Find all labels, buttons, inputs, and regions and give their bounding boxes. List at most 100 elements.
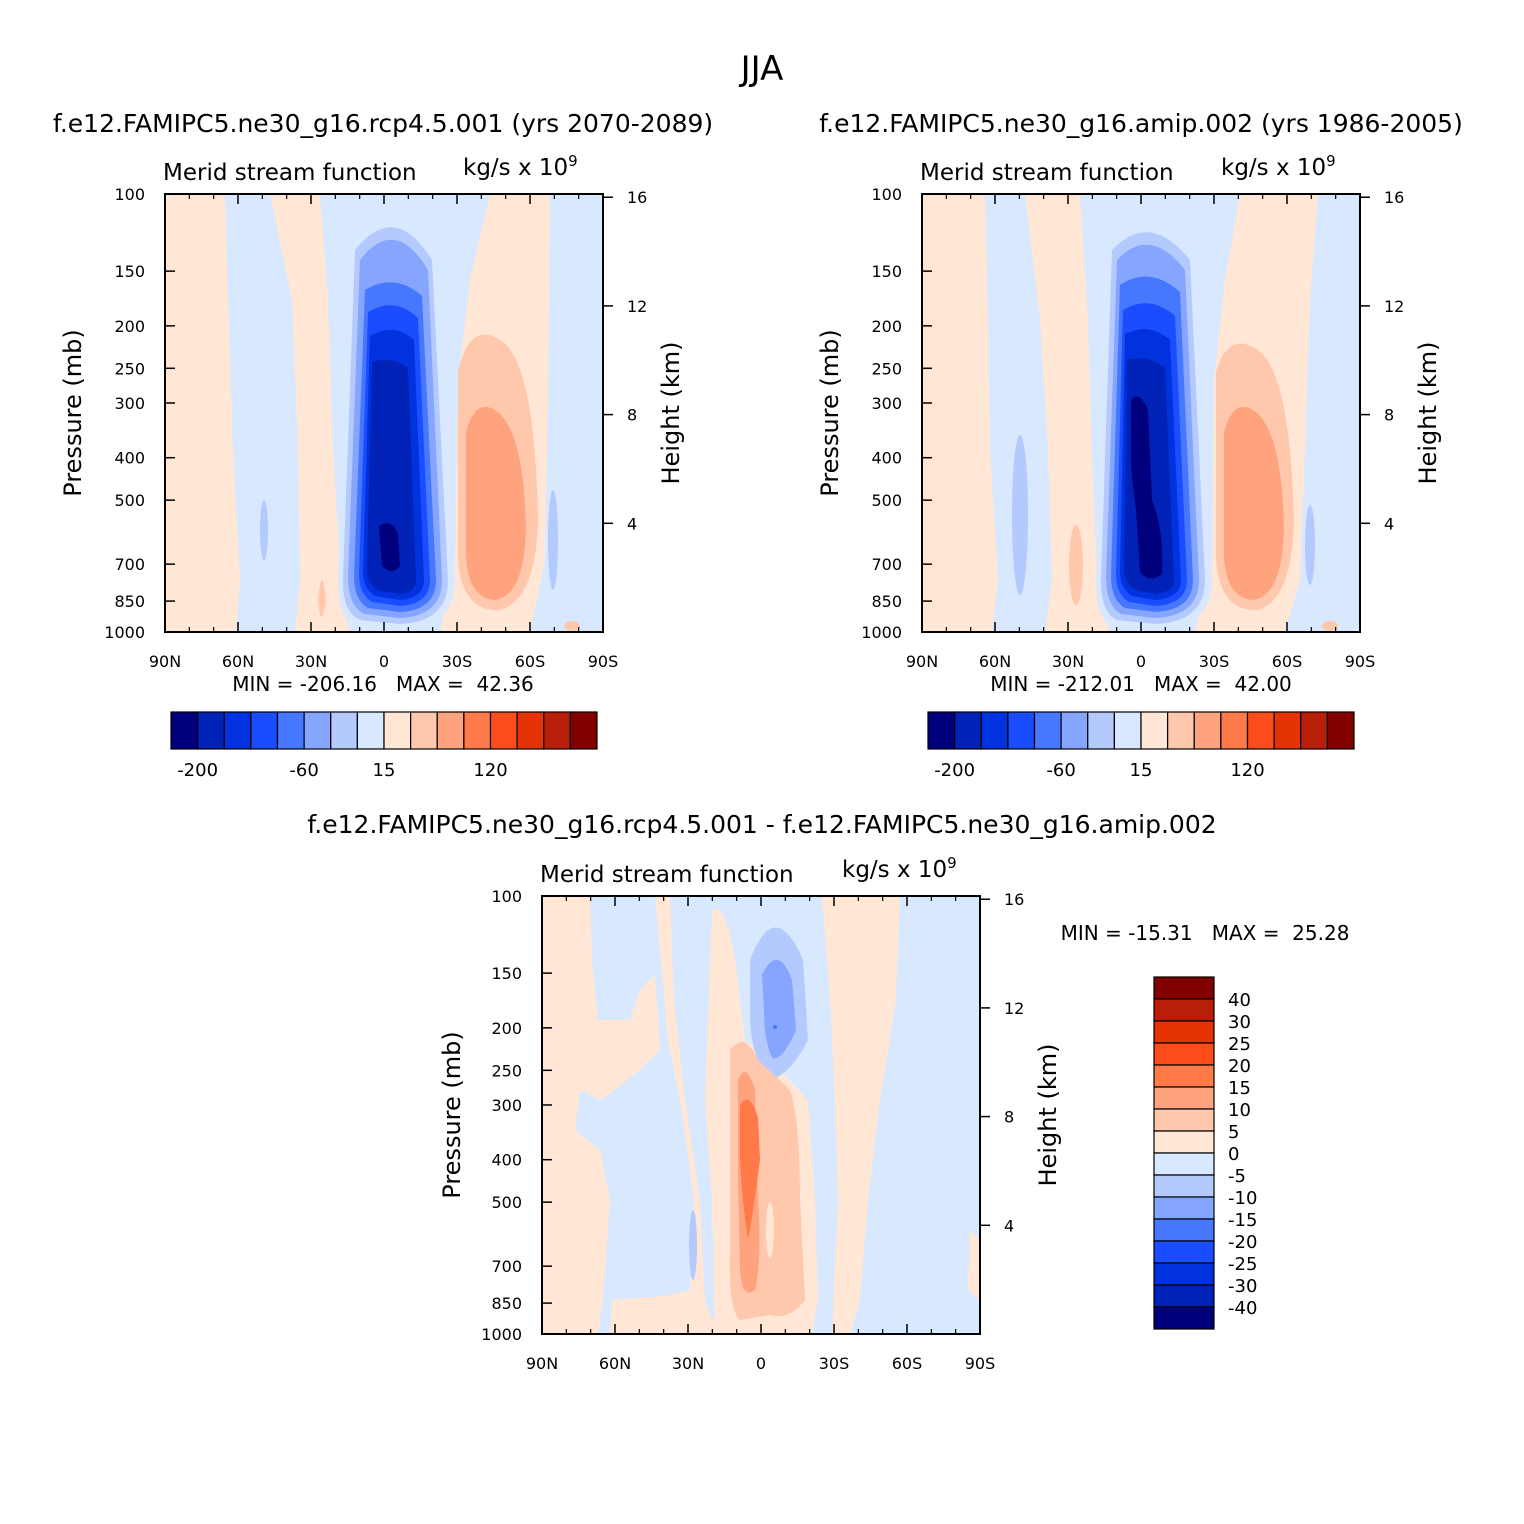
x-tick-label: 60S bbox=[892, 1354, 923, 1373]
colorbar-box bbox=[170, 711, 199, 750]
panel-rcp45-units-text: kg/s x 10 bbox=[463, 155, 568, 181]
field-contour-nh-positive bbox=[922, 194, 998, 632]
colorbar-box bbox=[356, 711, 385, 750]
panel-diff-center-positive bbox=[729, 1042, 805, 1320]
y-right-tick-label: 12 bbox=[1004, 999, 1024, 1018]
colorbar-box bbox=[1153, 1152, 1215, 1176]
colorbar-box bbox=[980, 711, 1009, 750]
colorbar-box bbox=[1033, 711, 1062, 750]
panel-rcp45-ferrel-cell-positive bbox=[458, 334, 538, 611]
field-contour-small bbox=[689, 1210, 697, 1280]
colorbar-box bbox=[569, 711, 598, 750]
y-tick-label: 300 bbox=[114, 394, 145, 413]
colorbar-label: -60 bbox=[1046, 760, 1075, 781]
y-tick-label: 300 bbox=[871, 394, 902, 413]
panel-diff-left-label: Merid stream function bbox=[540, 862, 794, 888]
field-contour-small bbox=[1012, 435, 1028, 595]
colorbar-label: -25 bbox=[1228, 1254, 1257, 1275]
colorbar-box bbox=[1153, 1218, 1215, 1242]
field-contour-midlat-positive bbox=[270, 194, 350, 632]
colorbar-box bbox=[1153, 1196, 1215, 1220]
y-right-tick-label: 16 bbox=[1004, 890, 1024, 909]
field-contour-nh-positive bbox=[542, 896, 660, 1334]
x-tick-label: 30N bbox=[1052, 652, 1084, 671]
panel-diff-y-axis: 100 150 200 250 300 400 500 700 850 1000 bbox=[481, 887, 552, 1344]
colorbar-box bbox=[197, 711, 225, 750]
panel-rcp45-units-exponent: 9 bbox=[568, 152, 578, 170]
colorbar-label: 30 bbox=[1228, 1012, 1251, 1033]
field-contour-midlat-positive bbox=[1025, 194, 1110, 632]
panel-rcp45-ylabel: Pressure (mb) bbox=[59, 329, 87, 496]
y-right-tick-label: 16 bbox=[1384, 188, 1404, 207]
colorbar-label: 120 bbox=[473, 760, 507, 781]
y-right-tick-label: 4 bbox=[1384, 514, 1394, 533]
panel-amip-hadley-cell-negative bbox=[1096, 219, 1212, 630]
colorbar-box bbox=[1140, 711, 1169, 750]
y-tick-label: 500 bbox=[114, 491, 145, 510]
y-tick-label: 700 bbox=[871, 555, 902, 574]
panel-amip-field bbox=[922, 194, 1360, 632]
y-tick-label: 700 bbox=[491, 1257, 522, 1276]
panel-rcp45: f.e12.FAMIPC5.ne30_g16.rcp4.5.001 (yrs 2… bbox=[53, 109, 713, 781]
y-tick-label: 150 bbox=[871, 262, 902, 281]
y-tick-label: 850 bbox=[491, 1294, 522, 1313]
x-tick-label: 30N bbox=[672, 1354, 704, 1373]
y-tick-label: 1000 bbox=[481, 1325, 522, 1344]
colorbar-label: 10 bbox=[1228, 1100, 1251, 1121]
colorbar-box bbox=[1193, 711, 1222, 750]
colorbar-box bbox=[1007, 711, 1036, 750]
y-tick-label: 100 bbox=[114, 185, 145, 204]
y-tick-label: 300 bbox=[491, 1096, 522, 1115]
colorbar-box bbox=[1153, 1130, 1215, 1154]
x-tick-label: 90N bbox=[526, 1354, 558, 1373]
panel-amip-y-axis: 100 150 200 250 300 400 500 700 850 1000 bbox=[861, 185, 932, 642]
colorbar-box bbox=[1153, 1042, 1215, 1066]
colorbar-label: -40 bbox=[1228, 1298, 1257, 1319]
colorbar-label: 0 bbox=[1228, 1144, 1239, 1165]
panel-diff-min-max: MIN = -15.31 MAX = 25.28 bbox=[1061, 921, 1350, 945]
colorbar-box bbox=[1153, 1306, 1215, 1330]
field-contour-small bbox=[318, 580, 326, 617]
colorbar-box bbox=[436, 711, 465, 750]
panel-rcp45-case-title: f.e12.FAMIPC5.ne30_g16.rcp4.5.001 (yrs 2… bbox=[53, 109, 713, 138]
colorbar-box bbox=[1153, 1240, 1215, 1264]
field-contour-sh-positive bbox=[822, 896, 900, 1334]
y-tick-label: 100 bbox=[491, 887, 522, 906]
panel-rcp45-units: kg/s x 109 bbox=[463, 152, 578, 181]
x-tick-label: 90S bbox=[965, 1354, 996, 1373]
panel-amip-units-text: kg/s x 10 bbox=[1221, 155, 1326, 181]
panel-amip-ylabel-right: Height (km) bbox=[1414, 342, 1442, 485]
x-tick-label: 90N bbox=[149, 652, 181, 671]
y-tick-label: 200 bbox=[871, 317, 902, 336]
panel-rcp45-field bbox=[165, 194, 603, 632]
colorbar-box bbox=[1220, 711, 1249, 750]
colorbar-label: -30 bbox=[1228, 1276, 1257, 1297]
y-tick-label: 1000 bbox=[861, 623, 902, 642]
colorbar-label: -10 bbox=[1228, 1188, 1257, 1209]
colorbar-box bbox=[1273, 711, 1302, 750]
colorbar-box bbox=[927, 711, 956, 750]
colorbar-box bbox=[276, 711, 305, 750]
y-tick-label: 250 bbox=[114, 359, 145, 378]
colorbar-box bbox=[1113, 711, 1142, 750]
colorbar-label: -200 bbox=[934, 760, 975, 781]
colorbar-box bbox=[1300, 711, 1328, 750]
colorbar-box bbox=[463, 711, 492, 750]
y-right-tick-label: 16 bbox=[627, 188, 647, 207]
colorbar-label: 15 bbox=[1130, 760, 1153, 781]
panel-diff-y-right-axis: 16 12 8 4 bbox=[980, 890, 1024, 1235]
panel-diff-case-title: f.e12.FAMIPC5.ne30_g16.rcp4.5.001 - f.e1… bbox=[307, 810, 1216, 839]
colorbar-box bbox=[330, 711, 358, 750]
x-tick-label: 60S bbox=[515, 652, 546, 671]
panel-amip-units-exponent: 9 bbox=[1326, 152, 1336, 170]
y-right-tick-label: 4 bbox=[627, 514, 637, 533]
field-contour-center-positive bbox=[610, 896, 718, 1334]
colorbar-box bbox=[1153, 1020, 1215, 1044]
y-tick-label: 200 bbox=[114, 317, 145, 336]
colorbar-box bbox=[250, 711, 279, 750]
x-tick-label: 90N bbox=[906, 652, 938, 671]
panel-rcp45-left-label: Merid stream function bbox=[163, 160, 417, 186]
panel-amip: f.e12.FAMIPC5.ne30_g16.amip.002 (yrs 198… bbox=[816, 109, 1463, 781]
y-tick-label: 400 bbox=[491, 1151, 522, 1170]
panel-diff-field bbox=[542, 896, 980, 1334]
